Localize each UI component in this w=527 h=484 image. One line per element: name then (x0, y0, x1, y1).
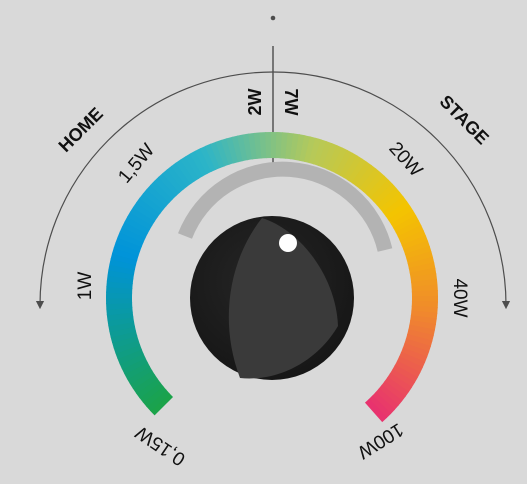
center-label-left: 2W (245, 88, 265, 115)
home-zone-label: HOME (55, 104, 107, 156)
top-dot (270, 15, 276, 21)
knob-shadow-arc (178, 161, 393, 252)
knob[interactable] (190, 216, 354, 380)
scale-label-1-5w: 1,5W (114, 140, 159, 188)
scale-label-0-15w: 0,15W (132, 421, 189, 469)
color-scale-ring (105, 131, 439, 423)
knob-indicator-dot (279, 234, 297, 252)
center-label-right: 7W (281, 89, 301, 116)
scale-label-40w: 40W (449, 278, 470, 317)
scale-label-100w: 100W (354, 418, 407, 462)
knob-highlight (228, 218, 338, 379)
stage-zone-label: STAGE (436, 91, 493, 148)
scale-label-1w: 1W (75, 272, 96, 301)
color-ring-segment (364, 398, 388, 423)
scale-label-20w: 20W (384, 138, 426, 181)
